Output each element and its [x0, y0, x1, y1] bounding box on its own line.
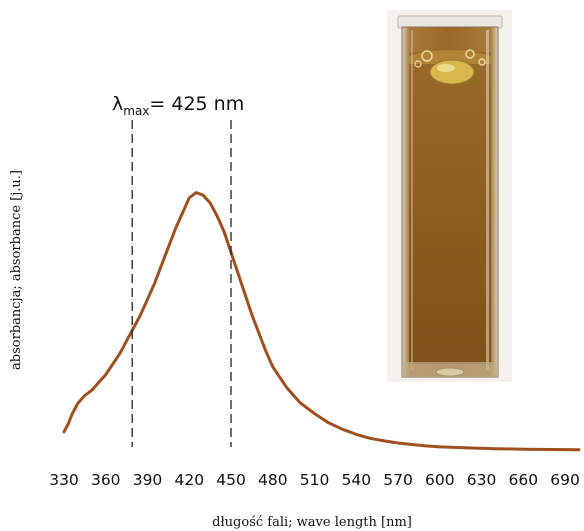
- x-tick-label: 390: [133, 471, 163, 489]
- cuvette-reflection: [486, 30, 489, 370]
- lambda-marker-lines: [131, 120, 232, 447]
- x-tick-label: 600: [425, 471, 455, 489]
- y-axis-title: absorbancja; absorbance [j.u.]: [9, 170, 24, 370]
- cuvette-photo: [387, 10, 512, 382]
- x-tick-label: 360: [91, 471, 121, 489]
- cuvette-bubble: [414, 60, 422, 68]
- x-tick-label: 690: [550, 471, 580, 489]
- cuvette-liquid: [409, 52, 491, 364]
- lambda-value: = 425 nm: [149, 93, 244, 115]
- spectrum-plot-area: [62, 191, 581, 452]
- cuvette-bubble: [429, 59, 475, 85]
- lambda-symbol: λ: [112, 93, 123, 115]
- cuvette-reflection: [411, 30, 413, 370]
- lambda-subscript: max: [123, 104, 149, 118]
- cuvette-bubble: [421, 50, 433, 62]
- x-tick-label: 570: [383, 471, 413, 489]
- x-tick-label: 480: [258, 471, 288, 489]
- x-tick-label: 540: [342, 471, 372, 489]
- x-tick-label: 630: [467, 471, 497, 489]
- x-tick-labels: 330 360 390 420 450 480 510 540 570 600 630 660 690: [49, 471, 580, 489]
- x-axis-title: długość fali; wave length [nm]: [212, 515, 412, 530]
- x-tick-label: 420: [174, 471, 204, 489]
- x-tick-label: 660: [509, 471, 539, 489]
- x-tick-label: 330: [49, 471, 79, 489]
- cuvette-bubble-highlight: [437, 64, 455, 72]
- cuvette-base-bubble: [435, 367, 465, 377]
- x-tick-label: 450: [216, 471, 246, 489]
- absorbance-series-line: [62, 191, 581, 452]
- cuvette-bubble: [478, 58, 486, 66]
- lambda-max-annotation: λmax= 425 nm: [112, 93, 244, 118]
- x-tick-label: 510: [300, 471, 330, 489]
- cuvette-cap: [397, 15, 503, 29]
- cuvette-bubble: [465, 49, 475, 59]
